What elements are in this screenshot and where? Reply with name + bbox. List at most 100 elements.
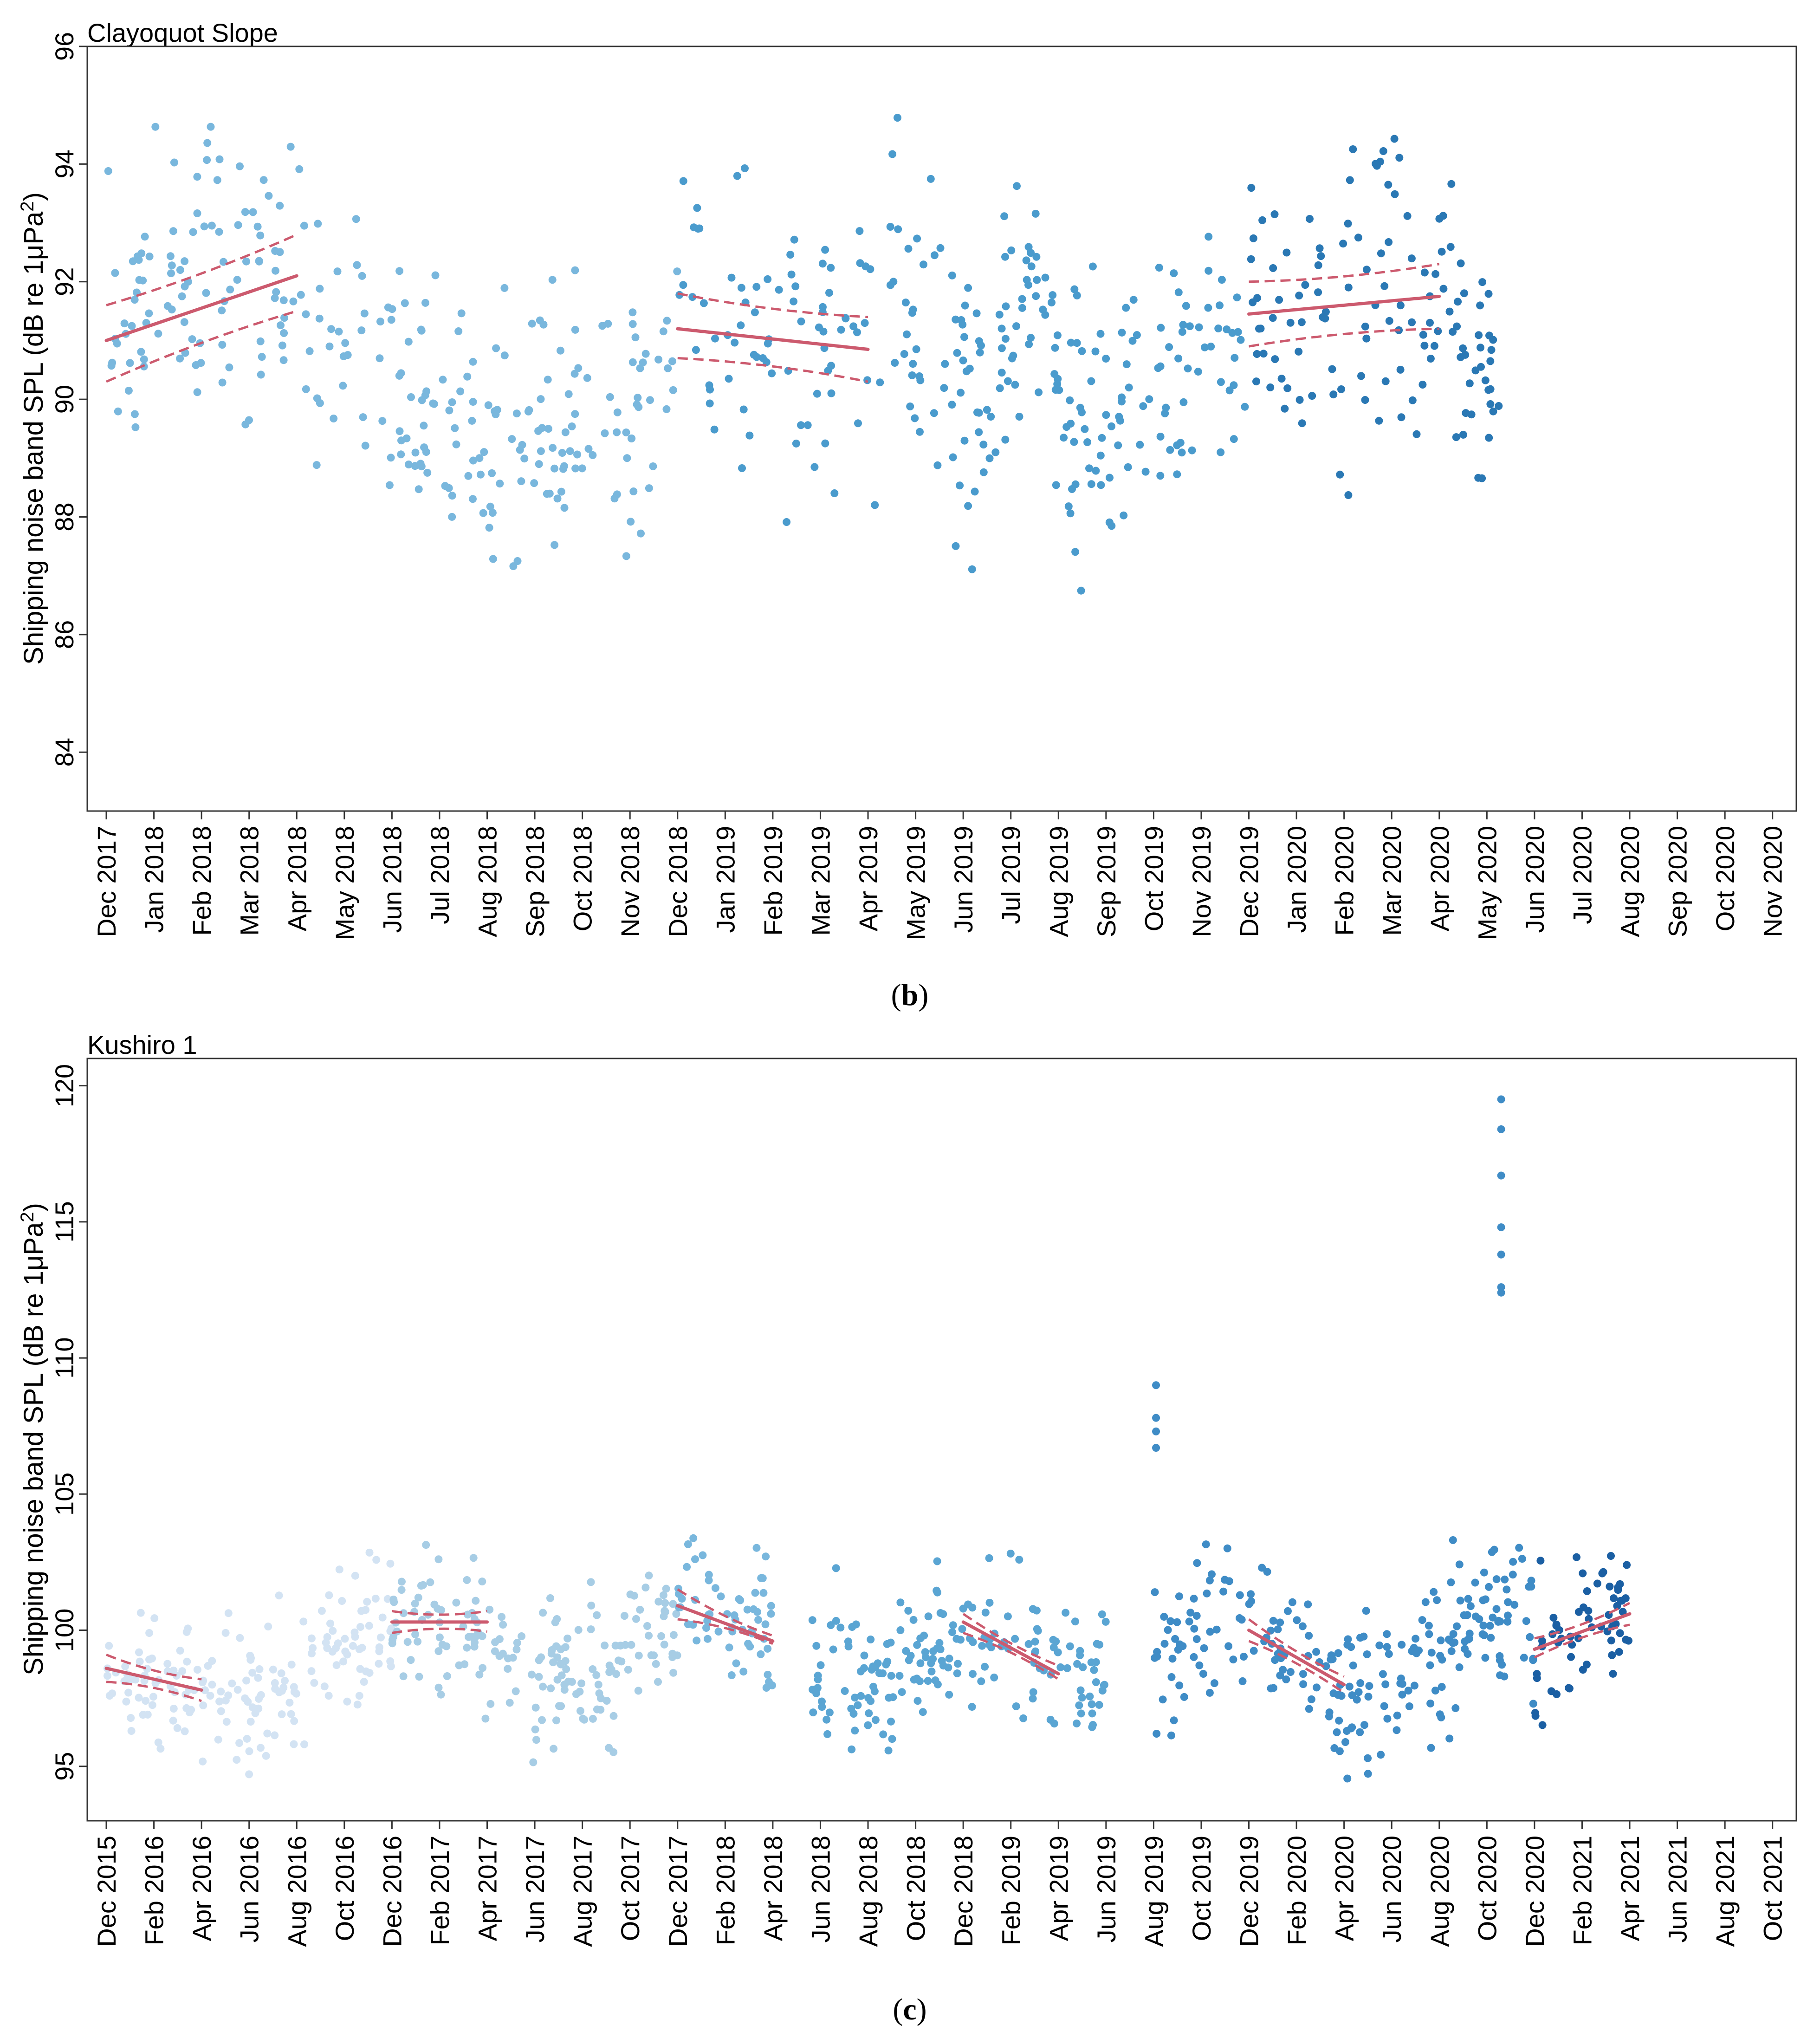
data-point	[819, 327, 828, 336]
data-point	[920, 260, 927, 269]
trend-lower-ci	[106, 310, 297, 383]
data-point	[1503, 1585, 1511, 1594]
data-point	[355, 1692, 363, 1700]
data-point	[218, 341, 227, 349]
data-point	[1205, 266, 1213, 275]
data-point	[1295, 396, 1304, 404]
data-point	[921, 1653, 930, 1662]
data-point	[849, 322, 858, 331]
data-point	[1012, 1702, 1020, 1710]
data-point	[821, 439, 829, 448]
data-point	[1504, 1611, 1512, 1620]
data-point	[1118, 393, 1126, 402]
data-point	[1095, 1641, 1104, 1649]
x-tick-label: Apr 2017	[473, 1836, 502, 1941]
data-point	[1379, 1670, 1387, 1678]
data-point	[151, 123, 160, 131]
data-point	[1396, 365, 1405, 374]
trend-fit-line	[676, 327, 870, 351]
data-point	[351, 1571, 359, 1580]
data-point	[945, 1690, 953, 1699]
data-point	[518, 441, 526, 449]
y-tick-label: 94	[50, 149, 79, 178]
data-point	[387, 454, 395, 462]
data-point	[1460, 1611, 1468, 1619]
data-point	[1509, 1571, 1517, 1579]
data-point	[193, 388, 201, 396]
data-point	[1453, 322, 1461, 331]
data-point	[900, 350, 908, 358]
data-point	[767, 1602, 775, 1610]
data-point	[264, 1623, 272, 1631]
data-point	[627, 518, 635, 526]
data-point	[1462, 409, 1470, 417]
data-point	[945, 1655, 953, 1663]
data-point	[169, 227, 177, 235]
data-point	[996, 384, 1004, 392]
data-point	[1334, 1691, 1342, 1699]
data-point	[136, 1657, 144, 1666]
data-point	[1375, 1641, 1384, 1649]
data-point	[991, 448, 1000, 456]
data-point	[871, 1716, 880, 1724]
data-point	[904, 245, 913, 253]
data-point	[1446, 243, 1455, 251]
data-point	[471, 1638, 479, 1647]
trend-upper-ci	[106, 234, 298, 306]
data-point	[968, 1703, 976, 1711]
outlier-point	[1152, 1414, 1160, 1422]
data-point	[635, 403, 643, 411]
data-point	[281, 1677, 289, 1685]
data-point	[1212, 1625, 1221, 1634]
data-point	[131, 423, 140, 431]
data-point	[1175, 1592, 1183, 1601]
data-point	[317, 1607, 326, 1615]
data-point	[404, 338, 413, 346]
data-point	[790, 297, 798, 305]
data-point	[1027, 249, 1035, 257]
data-point	[865, 1709, 873, 1717]
data-point	[641, 350, 650, 358]
data-point	[1282, 1675, 1290, 1683]
data-point	[341, 1635, 349, 1643]
x-tick-label: Jul 2019	[997, 826, 1026, 924]
data-point	[1269, 1617, 1277, 1625]
data-point	[1194, 368, 1202, 376]
x-tick-label: May 2019	[901, 826, 931, 940]
data-point	[448, 398, 456, 406]
y-tick-label: 88	[50, 502, 79, 531]
x-tick-label: Oct 2016	[330, 1836, 359, 1941]
data-point	[1398, 1680, 1406, 1688]
data-point	[816, 1661, 825, 1669]
data-point	[1006, 1550, 1015, 1558]
data-point	[145, 309, 153, 318]
data-point	[894, 114, 901, 122]
data-point	[1190, 1595, 1198, 1603]
data-point	[1449, 1630, 1457, 1638]
data-point	[1625, 1636, 1632, 1645]
x-tick-label: Mar 2020	[1377, 826, 1406, 936]
data-point	[150, 1614, 159, 1623]
data-point	[1610, 1594, 1618, 1603]
data-point	[329, 1627, 337, 1635]
data-point	[277, 321, 285, 330]
data-point	[714, 1628, 723, 1636]
data-point	[979, 441, 988, 449]
data-point	[241, 208, 249, 216]
data-point	[127, 1714, 135, 1722]
data-point	[1170, 269, 1178, 278]
data-point	[1420, 342, 1429, 350]
data-point	[1076, 1686, 1085, 1694]
data-point	[702, 1624, 710, 1632]
data-point	[448, 492, 456, 500]
data-point	[854, 419, 862, 428]
data-point	[705, 1571, 713, 1579]
data-point	[1230, 435, 1238, 443]
data-point	[415, 1673, 423, 1681]
data-point	[104, 1672, 111, 1680]
data-point	[985, 1554, 993, 1562]
data-point	[1457, 259, 1465, 267]
x-tick-label: Nov 2020	[1758, 826, 1788, 937]
data-point	[505, 1699, 514, 1707]
trend-lower-ci	[677, 1618, 773, 1645]
